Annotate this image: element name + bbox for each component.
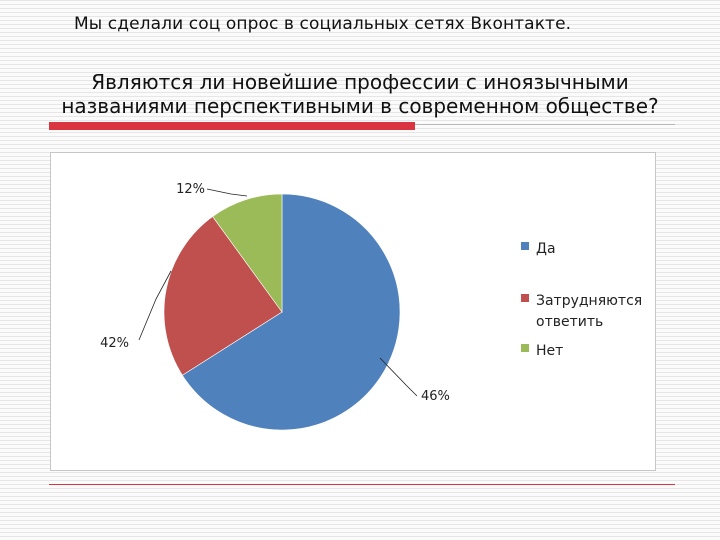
data-label-3: 12% <box>176 182 205 197</box>
data-label-2: 42% <box>100 336 129 351</box>
legend-label-затрудняются-ответить-line-1: Затрудняются <box>536 293 642 309</box>
data-label-leader-1 <box>379 357 418 397</box>
legend-label-затрудняются-ответить-line-2: ответить <box>536 314 603 330</box>
data-label-leader-3 <box>206 188 248 197</box>
data-label-leader-2 <box>138 270 172 341</box>
pie-slice-1 <box>181 193 401 431</box>
slide-title: Являются ли новейшие профессии с иноязыч… <box>30 70 690 118</box>
slide-title-line-2: названиями перспективными в современном … <box>61 94 659 118</box>
title-underline-accent <box>49 122 415 130</box>
legend-swatch-3 <box>521 344 529 352</box>
legend-swatch-2 <box>521 294 529 302</box>
legend-label-да: Да <box>536 241 556 257</box>
legend-label-нет: Нет <box>536 343 563 359</box>
slide-title-line-1: Являются ли новейшие профессии с иноязыч… <box>91 70 629 94</box>
data-label-1: 46% <box>421 389 450 404</box>
pie-chart: 46% 42% 12% Да Затрудняются ответить Нет <box>100 182 642 431</box>
footer-rule <box>49 484 675 485</box>
chart-area: 46% 42% 12% Да Затрудняются ответить Нет <box>50 152 656 471</box>
pie-slice-2 <box>163 216 283 376</box>
pie-slice-3 <box>212 193 283 313</box>
legend-swatch-1 <box>521 242 529 250</box>
survey-intro-text: Мы сделали соц опрос в социальных сетях … <box>74 14 572 34</box>
